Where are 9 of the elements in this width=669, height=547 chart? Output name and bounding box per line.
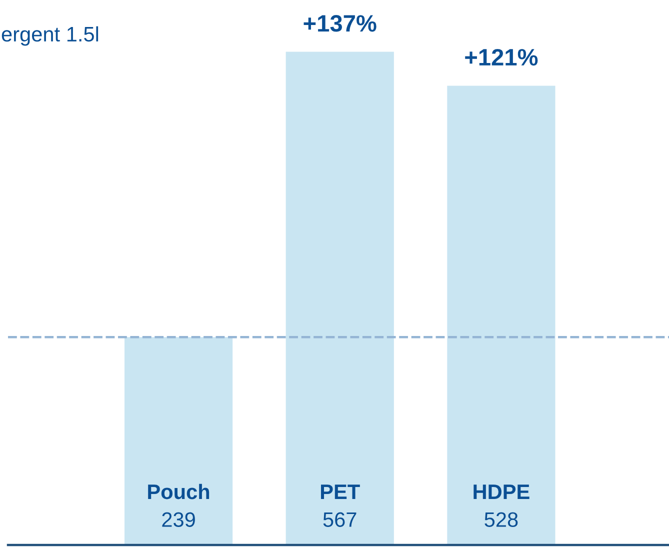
annotation: +121% (465, 48, 538, 66)
annotation: +137% (304, 15, 376, 32)
x-tick-label: Pouch (148, 484, 210, 500)
data-label: 567 (323, 512, 356, 527)
data-label: 528 (484, 512, 518, 527)
x-tick-label: HDPE (474, 484, 530, 499)
data-label: 239 (162, 512, 195, 527)
x-tick-label: PET (321, 484, 360, 499)
chart-title: ergent 1.5l (2, 26, 98, 46)
